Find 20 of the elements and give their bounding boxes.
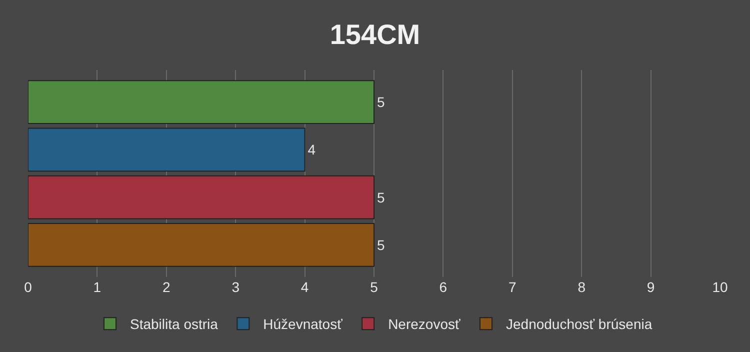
- legend-label: Nerezovosť: [388, 316, 461, 332]
- x-tick-label: 6: [439, 279, 448, 295]
- x-tick-label: 8: [578, 279, 586, 295]
- x-tick-label: 3: [232, 279, 240, 295]
- legend-label: Stabilita ostria: [130, 316, 218, 332]
- legend-label: Jednoduchosť brúsenia: [506, 316, 652, 332]
- x-tick-label: 9: [646, 279, 655, 295]
- x-tick-label: 10: [712, 279, 728, 295]
- data-label: 5: [377, 189, 385, 206]
- x-tick-label: 5: [370, 279, 378, 295]
- data-label: 4: [308, 142, 316, 158]
- x-tick-label: 1: [93, 279, 102, 295]
- data-label: 5: [377, 94, 385, 110]
- chart-title: 154CM: [330, 19, 420, 50]
- data-label: 5: [377, 236, 385, 253]
- x-tick-label: 2: [162, 279, 170, 295]
- x-tick-label: 0: [24, 279, 32, 295]
- legend-label: Húževnatosť: [263, 316, 344, 332]
- x-tick-label: 7: [508, 279, 516, 295]
- x-tick-label: 4: [300, 279, 309, 295]
